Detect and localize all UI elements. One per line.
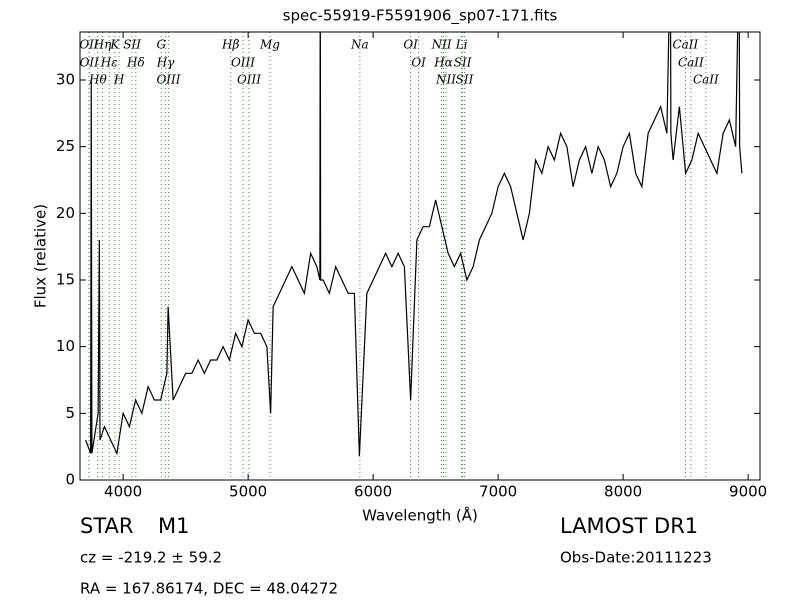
obs-date: Obs-Date:20111223	[560, 549, 712, 567]
spectral-line-label: Hα	[433, 56, 453, 70]
spectral-line-label: G	[156, 38, 166, 52]
spectral-line-label: SII	[454, 56, 472, 70]
spectral-line-label: SII	[456, 73, 474, 87]
redshift: cz = -219.2 ± 59.2	[80, 549, 222, 567]
x-tick-label: 4000	[104, 483, 142, 501]
x-tick-label: 9000	[729, 483, 767, 501]
y-tick-label: 5	[65, 404, 75, 422]
y-tick-label: 30	[56, 71, 75, 89]
spectral-line-label: OII	[80, 56, 100, 70]
plot-clip	[85, 32, 743, 480]
x-tick-label: 5000	[229, 483, 267, 501]
spectral-line-label: K	[109, 38, 120, 52]
plot-frame	[79, 31, 761, 481]
spectral-line-label: Hδ	[126, 56, 145, 70]
spectral-line-label: NII	[431, 38, 452, 52]
spectral-line-label: OI	[403, 38, 418, 52]
object-class: STAR	[80, 514, 133, 538]
spectral-line-label: Li	[455, 38, 468, 52]
spectral-line-label: Hγ	[156, 56, 175, 70]
spectral-line-label: H	[113, 73, 125, 87]
spectral-line-label: Na	[350, 38, 369, 52]
spectral-line-label: OIII	[237, 73, 261, 87]
spectral-line-label: OI	[411, 56, 426, 70]
x-axis-label: Wavelength (Å)	[362, 506, 478, 525]
spectral-line-label: CaII	[693, 73, 719, 87]
spectral-line-label: Hε	[100, 56, 118, 70]
coordinates: RA = 167.86174, DEC = 48.04272	[80, 580, 338, 598]
x-tick-label: 7000	[479, 483, 517, 501]
x-tick-label: 8000	[604, 483, 642, 501]
x-tick-label: 6000	[354, 483, 392, 501]
y-tick-label: 15	[56, 271, 75, 289]
y-tick-label: 20	[56, 204, 75, 222]
spectral-line-label: OIII	[231, 56, 255, 70]
spectral-line-label: Hβ	[221, 38, 239, 52]
spectral-line-label: Hθ	[88, 73, 107, 87]
spectral-line-label: OIII	[156, 73, 180, 87]
object-subclass: M1	[158, 514, 189, 538]
spectral-line-label: SII	[123, 38, 141, 52]
y-tick-label: 25	[56, 137, 75, 155]
y-tick-label: 0	[65, 471, 75, 489]
chart-title: spec-55919-F5591906_sp07-171.fits	[283, 7, 558, 26]
y-tick-label: 10	[56, 337, 75, 355]
spectral-line-label: Hη	[93, 38, 112, 52]
spectral-line-label: OII	[79, 38, 99, 52]
spectral-line-label: CaII	[678, 56, 704, 70]
survey: LAMOST DR1	[560, 514, 698, 538]
spectral-line-label: Mg	[259, 38, 280, 52]
y-axis-label: Flux (relative)	[32, 204, 50, 308]
spectrum-line	[85, 32, 743, 457]
spectral-line-label: NII	[435, 73, 456, 87]
spectral-line-label: CaII	[672, 38, 698, 52]
